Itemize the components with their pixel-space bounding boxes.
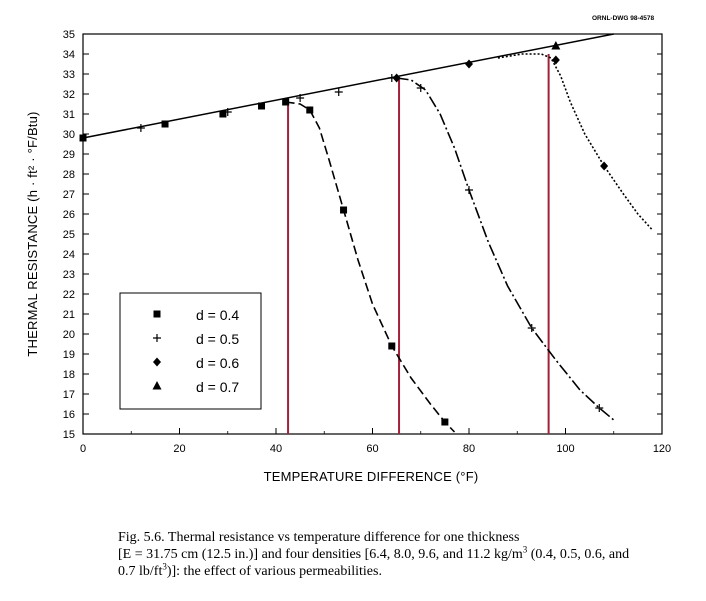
y-tick-label: 23 — [63, 269, 75, 281]
square-marker — [153, 310, 161, 318]
square-marker — [306, 106, 314, 114]
plus-marker — [136, 124, 145, 132]
y-tick-label: 35 — [63, 29, 75, 41]
y-tick-label: 33 — [63, 69, 75, 81]
legend-item: d = 0.5 — [153, 331, 239, 347]
y-axis-title: THERMAL RESISTANCE (h · ft² · °F/Btu) — [25, 111, 40, 356]
y-tick-label: 22 — [63, 289, 75, 301]
legend-box — [119, 292, 262, 410]
y-tick-label: 17 — [63, 389, 75, 401]
legend-item: d = 0.6 — [153, 355, 239, 371]
plus-marker — [416, 84, 425, 92]
figure-caption: Fig. 5.6. Thermal resistance vs temperat… — [118, 529, 688, 580]
y-tick-label: 28 — [63, 169, 75, 181]
diamond-marker — [153, 357, 161, 367]
y-tick-label: 19 — [63, 349, 75, 361]
caption-text: [E = 31.75 cm (12.5 in.)] and four densi… — [118, 547, 523, 562]
x-tick-label: 0 — [80, 443, 86, 455]
caption-line-3: 0.7 lb/ft3)]: the effect of various perm… — [118, 561, 688, 580]
caption-text: (0.4, 0.5, 0.6, and — [527, 547, 630, 562]
drawing-number: ORNL-DWG 98-4578 — [592, 15, 655, 22]
caption-text: Fig. 5.6. Thermal resistance vs temperat… — [118, 530, 520, 545]
plus-marker — [334, 88, 343, 96]
caption-text: )]: the effect of various permeabilities… — [166, 564, 382, 579]
y-tick-label: 21 — [63, 309, 75, 321]
plus-marker — [153, 334, 161, 342]
triangle-marker — [551, 41, 561, 50]
square-marker — [340, 206, 348, 214]
x-tick-label: 60 — [366, 443, 378, 455]
square-marker — [219, 110, 227, 118]
legend-label: d = 0.7 — [196, 379, 239, 395]
y-tick-label: 24 — [63, 249, 75, 261]
triangle-marker — [152, 381, 162, 390]
series-curve — [497, 53, 653, 231]
x-tick-label: 100 — [556, 443, 574, 455]
y-tick-label: 15 — [63, 429, 75, 441]
legend-label: d = 0.6 — [196, 355, 239, 371]
x-tick-label: 40 — [270, 443, 282, 455]
caption-line-2: [E = 31.75 cm (12.5 in.)] and four densi… — [118, 544, 688, 563]
caption-line-1: Fig. 5.6. Thermal resistance vs temperat… — [118, 529, 688, 546]
x-tick-label: 120 — [653, 443, 671, 455]
y-tick-label: 20 — [63, 329, 75, 341]
legend-item: d = 0.4 — [153, 307, 239, 323]
caption-text: 0.7 lb/ft — [118, 564, 163, 579]
series-curve — [396, 77, 615, 421]
square-marker — [79, 134, 87, 142]
y-tick-label: 34 — [63, 49, 75, 61]
common-resistance-line — [82, 33, 614, 139]
legend-label: d = 0.4 — [196, 307, 239, 323]
square-marker — [258, 102, 266, 110]
thermal-resistance-chart: ORNL-DWG 98-4578 0 20 40 60 80 100 120 15 16 17 18… — [25, 15, 671, 484]
square-marker — [388, 342, 396, 350]
y-tick-label: 16 — [63, 409, 75, 421]
y-tick-label: 32 — [63, 89, 75, 101]
diamond-marker — [465, 59, 473, 69]
y-tick-label: 27 — [63, 189, 75, 201]
legend-label: d = 0.5 — [196, 331, 239, 347]
y-tick-label: 29 — [63, 149, 75, 161]
y-tick-label: 18 — [63, 369, 75, 381]
series-curve — [285, 101, 456, 433]
y-tick-label: 31 — [63, 109, 75, 121]
x-tick-label: 20 — [173, 443, 185, 455]
caption-superscript: 3 — [162, 561, 167, 572]
y-tick-label: 25 — [63, 229, 75, 241]
diamond-marker — [392, 73, 401, 83]
plus-marker — [223, 108, 232, 116]
legend: d = 0.4 d = 0.5 d = 0.6 d = 0.7 — [119, 292, 262, 410]
x-tick-label: 80 — [463, 443, 475, 455]
plus-marker — [465, 186, 473, 194]
square-marker — [161, 120, 169, 128]
legend-item: d = 0.7 — [152, 379, 239, 395]
plus-marker — [527, 324, 536, 332]
diamond-marker — [600, 161, 609, 171]
plus-marker — [595, 404, 604, 412]
caption-superscript: 3 — [522, 544, 528, 555]
x-axis-title: TEMPERATURE DIFFERENCE (°F) — [264, 469, 479, 484]
y-tick-label: 26 — [63, 209, 75, 221]
y-tick-label: 30 — [63, 129, 75, 141]
square-marker — [282, 98, 290, 106]
diamond-marker — [551, 55, 560, 65]
plus-marker — [296, 94, 305, 102]
square-marker — [441, 418, 449, 426]
